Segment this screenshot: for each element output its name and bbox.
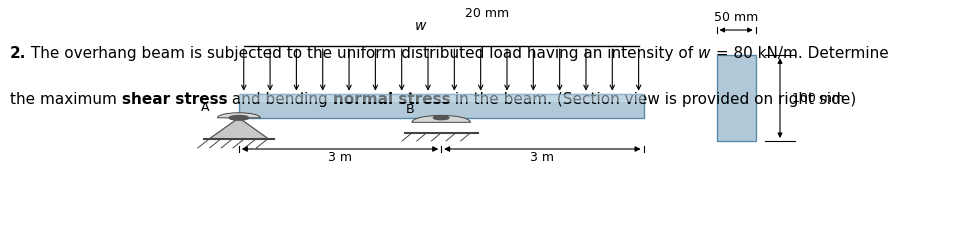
Text: 3 m: 3 m: [328, 151, 352, 164]
Text: 50 mm: 50 mm: [714, 11, 759, 24]
Text: 3 m: 3 m: [530, 151, 555, 164]
Text: the maximum: the maximum: [10, 92, 122, 107]
Text: in the beam. (Section view is provided on right side): in the beam. (Section view is provided o…: [450, 92, 857, 107]
Wedge shape: [411, 116, 471, 122]
Text: B: B: [406, 103, 413, 116]
Text: 20 mm: 20 mm: [465, 7, 510, 20]
Wedge shape: [217, 113, 260, 118]
Text: shear stress: shear stress: [122, 92, 227, 107]
Text: and bending: and bending: [227, 92, 332, 107]
Bar: [239, 94, 644, 118]
Circle shape: [229, 116, 249, 120]
Bar: [239, 94, 644, 102]
Polygon shape: [210, 118, 268, 139]
Text: 2.: 2.: [10, 46, 26, 61]
Text: w: w: [698, 46, 711, 61]
Text: normal stress: normal stress: [332, 92, 450, 107]
Text: 100 mm: 100 mm: [792, 92, 843, 105]
Circle shape: [433, 116, 448, 120]
Text: The overhang beam is subjected to the uniform distributed load having an intensi: The overhang beam is subjected to the un…: [26, 46, 698, 61]
Text: = 80 kN/m. Determine: = 80 kN/m. Determine: [711, 46, 888, 61]
Text: A: A: [201, 101, 210, 114]
Bar: [717, 55, 756, 141]
Text: w: w: [415, 19, 427, 33]
